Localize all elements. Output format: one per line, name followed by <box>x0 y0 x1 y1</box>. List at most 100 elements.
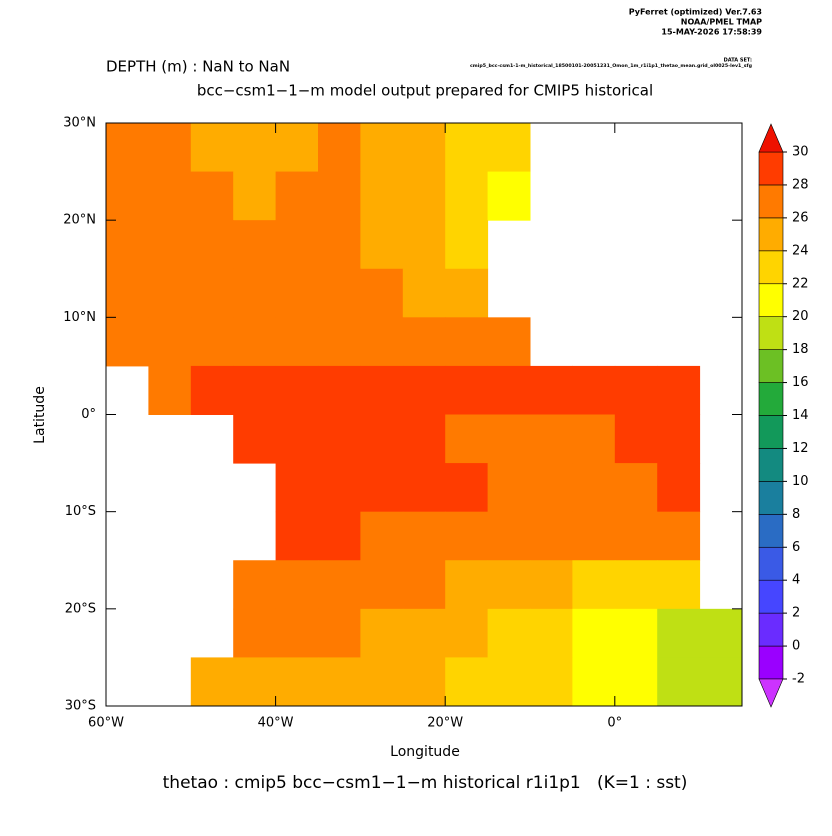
grid-cell <box>487 365 531 415</box>
grid-cell <box>233 608 277 658</box>
grid-cell <box>275 608 319 658</box>
grid-cell <box>190 268 234 318</box>
grid-cell <box>699 608 743 658</box>
grid-cell <box>233 123 277 173</box>
grid-cell <box>614 560 658 610</box>
header-line: 15-MAY-2026 17:58:39 <box>661 28 762 37</box>
colorbar-label: 2 <box>792 606 800 621</box>
grid-cell <box>614 365 658 415</box>
grid-cell <box>148 317 192 367</box>
colorbar-label: 20 <box>792 309 809 324</box>
header-line: PyFerret (optimized) Ver.7.63 <box>629 8 762 17</box>
grid-cell <box>318 171 361 221</box>
colorbar-box <box>758 349 784 383</box>
colorbar-label: 10 <box>792 474 809 489</box>
grid-cell <box>233 220 277 270</box>
grid-cell <box>275 317 319 367</box>
grid-cell <box>530 657 573 707</box>
grid-cell <box>148 220 192 270</box>
grid-cell <box>530 560 573 610</box>
grid-cell <box>445 171 489 221</box>
grid-cell <box>148 123 192 173</box>
footer: thetao : cmip5 bcc−csm1−1−m historical r… <box>163 773 688 793</box>
grid-cell <box>445 608 489 658</box>
grid-cell <box>275 657 319 707</box>
grid-cell <box>530 414 573 464</box>
grid-cell <box>360 220 404 270</box>
grid-cell <box>190 657 234 707</box>
grid-cell <box>318 560 361 610</box>
grid-cell <box>275 220 319 270</box>
grid-cell <box>190 123 234 173</box>
grid-cell <box>445 657 489 707</box>
colorbar-label: 24 <box>792 243 809 258</box>
grid-cell <box>530 365 573 415</box>
dataset-name: cmip5_bcc-csm1-1-m_historical_18500101-2… <box>470 63 752 68</box>
grid-cell <box>657 414 701 464</box>
colorbar-label: 30 <box>792 145 809 160</box>
colorbar-label: 18 <box>792 342 809 357</box>
grid-cell <box>190 365 234 415</box>
grid-cell <box>233 171 277 221</box>
grid-cell <box>106 220 149 270</box>
colorbar-under <box>758 678 784 708</box>
grid-cell <box>614 463 658 513</box>
grid-cell <box>530 608 573 658</box>
grid-cell <box>657 608 701 658</box>
grid-cell <box>402 511 446 561</box>
colorbar-over <box>758 123 784 153</box>
grid-cell <box>487 560 531 610</box>
grid-cell <box>360 171 404 221</box>
colorbar-box <box>758 514 784 548</box>
grid-cell <box>614 414 658 464</box>
grid-cell <box>530 463 573 513</box>
colorbar-box <box>758 481 784 515</box>
grid-cell <box>275 414 319 464</box>
grid-cell <box>487 463 531 513</box>
y-tick-label: 20°N <box>63 213 96 228</box>
grid-cell <box>318 123 361 173</box>
grid-cell <box>657 463 701 513</box>
grid-cell <box>106 268 149 318</box>
colorbar-label: 16 <box>792 375 809 390</box>
grid-cell <box>106 123 149 173</box>
x-tick-label: 40°W <box>258 716 294 731</box>
grid-cell <box>233 560 277 610</box>
colorbar-label: 28 <box>792 177 809 192</box>
grid-cell <box>233 657 277 707</box>
grid-cell <box>572 414 616 464</box>
grid-cell <box>360 317 404 367</box>
grid-cell <box>699 657 743 707</box>
grid-cell <box>487 123 531 173</box>
grid-cell <box>275 560 319 610</box>
grid-cell <box>318 463 361 513</box>
colorbar-label: 14 <box>792 408 809 423</box>
grid-cell <box>360 123 404 173</box>
y-tick-label: 30°S <box>65 699 96 714</box>
colorbar-box <box>758 546 784 581</box>
grid-cell <box>402 463 446 513</box>
colorbar-label: 0 <box>792 639 800 654</box>
grid-cell <box>445 317 489 367</box>
grid-cell <box>487 608 531 658</box>
grid-cell <box>402 608 446 658</box>
grid-cell <box>233 365 277 415</box>
grid-cell <box>445 123 489 173</box>
grid-cell <box>318 268 361 318</box>
grid-cell <box>614 511 658 561</box>
colorbar-box <box>758 250 784 285</box>
y-tick-label: 20°S <box>65 601 96 616</box>
grid-cell <box>614 657 658 707</box>
grid-cell <box>360 365 404 415</box>
grid-cell <box>275 463 319 513</box>
grid-cell <box>275 268 319 318</box>
grid-cell <box>275 365 319 415</box>
y-tick-label: 30°N <box>63 116 96 131</box>
grid-cell <box>318 608 361 658</box>
grid-cell <box>402 414 446 464</box>
grid-cell <box>487 414 531 464</box>
dataset-label: DATA SET: <box>724 58 752 64</box>
chart-title: DEPTH (m) : NaN to NaN <box>106 58 290 76</box>
grid-cell <box>445 414 489 464</box>
